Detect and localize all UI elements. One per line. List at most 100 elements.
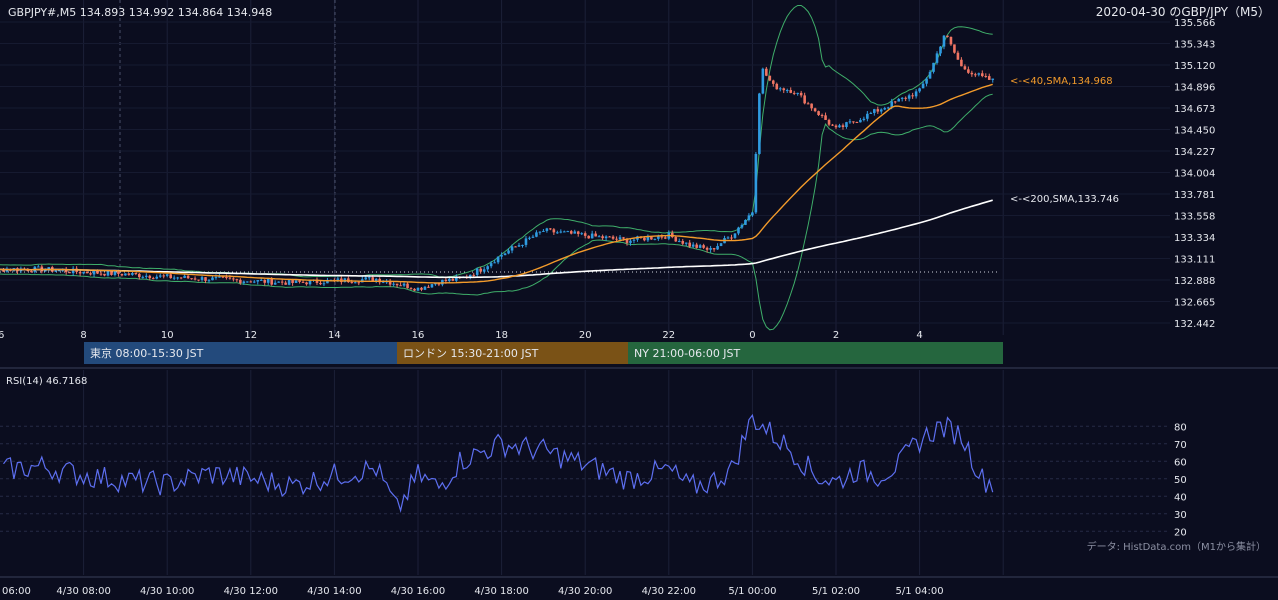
candle-body xyxy=(315,279,319,283)
bollinger-upper xyxy=(0,5,993,278)
candle-body xyxy=(893,101,897,103)
candle-body xyxy=(691,244,695,247)
candle-body xyxy=(545,228,549,231)
candle-body xyxy=(448,278,451,282)
candle-body xyxy=(165,274,169,276)
candle-body xyxy=(775,83,779,90)
candle-body xyxy=(900,97,904,99)
candle-body xyxy=(99,273,103,275)
candle-body xyxy=(569,231,573,234)
candle-body xyxy=(211,277,214,281)
candle-body xyxy=(702,245,705,248)
candle-body xyxy=(221,276,225,278)
candle-body xyxy=(848,121,852,123)
candle-body xyxy=(399,285,402,287)
candle-body xyxy=(207,280,211,282)
candle-body xyxy=(78,271,82,274)
candle-body xyxy=(500,255,503,257)
candle-body xyxy=(172,277,176,279)
candle-body xyxy=(977,73,981,75)
candle-body xyxy=(179,277,183,279)
candle-body xyxy=(657,236,660,239)
candle-body xyxy=(535,232,538,237)
price-tick-label: 134.673 xyxy=(1174,104,1215,115)
candle-body xyxy=(824,115,827,120)
candle-body xyxy=(521,244,524,246)
candle-body xyxy=(622,237,625,239)
candle-body xyxy=(326,279,329,284)
candle-body xyxy=(754,153,758,213)
price-tick-label: 133.781 xyxy=(1174,190,1215,201)
candle-body xyxy=(2,269,5,272)
candle-body xyxy=(831,124,834,126)
price-tick-label: 132.442 xyxy=(1174,319,1215,330)
candle-body xyxy=(392,283,395,285)
candle-body xyxy=(232,278,235,280)
candle-body xyxy=(660,236,664,238)
candle-body xyxy=(928,71,932,79)
bollinger-lower xyxy=(0,93,993,331)
candle-body xyxy=(827,119,831,125)
candle-body xyxy=(859,119,862,123)
time-tick-label: 5/1 00:00 xyxy=(728,586,776,597)
session-tokyo-label: 東京 08:00-15:30 JST xyxy=(90,346,204,360)
candle-body xyxy=(92,271,96,275)
candle-body xyxy=(388,281,392,285)
candle-body xyxy=(601,236,604,239)
candle-body xyxy=(643,237,646,241)
candle-body xyxy=(503,253,507,256)
candle-body xyxy=(914,91,918,97)
time-tick-label: 4/30 16:00 xyxy=(391,586,445,597)
candle-body xyxy=(301,281,305,283)
candle-body xyxy=(82,271,85,274)
candle-body xyxy=(981,73,984,77)
candle-body xyxy=(688,242,691,247)
candle-body xyxy=(113,271,117,275)
candle-body xyxy=(242,281,246,284)
candle-body xyxy=(730,237,733,239)
candle-body xyxy=(897,98,900,102)
candle-body xyxy=(820,115,824,117)
candle-body xyxy=(85,271,89,274)
candle-body xyxy=(214,277,218,279)
source-note: データ: HistData.com（M1から集計） xyxy=(1087,540,1266,553)
candle-body xyxy=(733,233,737,238)
sma200-label: <-<200,SMA,133.746 xyxy=(1010,194,1119,205)
candle-body xyxy=(960,59,963,67)
candle-body xyxy=(949,36,953,45)
bollinger-bands xyxy=(0,5,993,331)
hour-tick-label: 12 xyxy=(244,330,257,341)
candle-body xyxy=(531,236,535,238)
candle-body xyxy=(252,281,256,283)
candle-body xyxy=(514,246,517,248)
candle-body xyxy=(946,35,949,37)
rsi-tick-label: 80 xyxy=(1174,422,1187,433)
candle-body xyxy=(785,90,789,92)
candle-body xyxy=(427,286,430,288)
session-bar: 東京 08:00-15:30 JST ロンドン 15:30-21:00 JST … xyxy=(84,342,1003,364)
candle-body xyxy=(524,238,528,245)
session-london-band xyxy=(397,342,628,364)
candle-body xyxy=(68,272,71,274)
candle-body xyxy=(350,282,354,284)
candle-body xyxy=(277,281,280,283)
candle-body xyxy=(416,287,420,291)
candle-body xyxy=(576,231,580,234)
candle-body xyxy=(493,262,496,264)
candle-body xyxy=(907,95,911,99)
hour-tick-label: 8 xyxy=(80,330,86,341)
hour-tick-label: 0 xyxy=(749,330,755,341)
hour-tick-label: 6 xyxy=(0,330,4,341)
time-tick-label: 5/1 02:00 xyxy=(812,586,860,597)
candle-body xyxy=(319,282,322,285)
candle-body xyxy=(838,125,841,128)
candle-body xyxy=(169,274,172,279)
candle-body xyxy=(615,238,618,240)
candle-body xyxy=(583,233,587,236)
candle-body xyxy=(563,231,566,233)
candle-body xyxy=(263,279,267,283)
candle-body xyxy=(925,78,928,84)
candle-body xyxy=(374,278,378,282)
candle-body xyxy=(235,279,239,281)
candle-body xyxy=(552,229,556,233)
